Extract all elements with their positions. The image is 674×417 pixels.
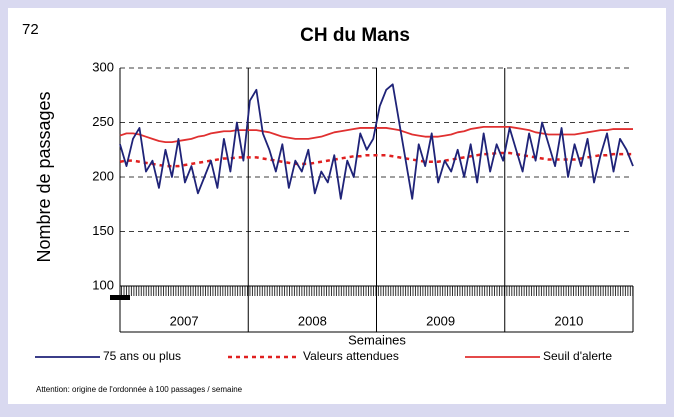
series-line — [119, 151, 633, 168]
series-line — [119, 83, 634, 200]
x-tick-label: 2007 — [170, 313, 199, 328]
x-tick-label: 2010 — [554, 313, 583, 328]
x-tick-label: 2009 — [426, 313, 455, 328]
page-number: 72 — [22, 21, 39, 38]
y-tick-label: 200 — [92, 168, 114, 183]
panel — [8, 8, 666, 404]
chart-title: CH du Mans — [300, 25, 410, 46]
y-tick-label: 150 — [92, 223, 114, 238]
series-line — [119, 125, 633, 144]
x-tick-label: 2008 — [298, 313, 327, 328]
y-axis-label: Nombre de passages — [34, 91, 54, 262]
y-tick-label: 250 — [92, 114, 114, 129]
y-tick-label: 100 — [92, 277, 114, 292]
legend-label: Seuil d'alerte — [543, 349, 612, 363]
x-axis-label: Semaines — [348, 332, 406, 347]
y-tick-label: 300 — [92, 59, 114, 74]
legend-label: 75 ans ou plus — [103, 349, 181, 363]
footnote: Attention: origine de l'ordonnée à 100 p… — [36, 385, 243, 394]
legend-label: Valeurs attendues — [303, 349, 399, 363]
